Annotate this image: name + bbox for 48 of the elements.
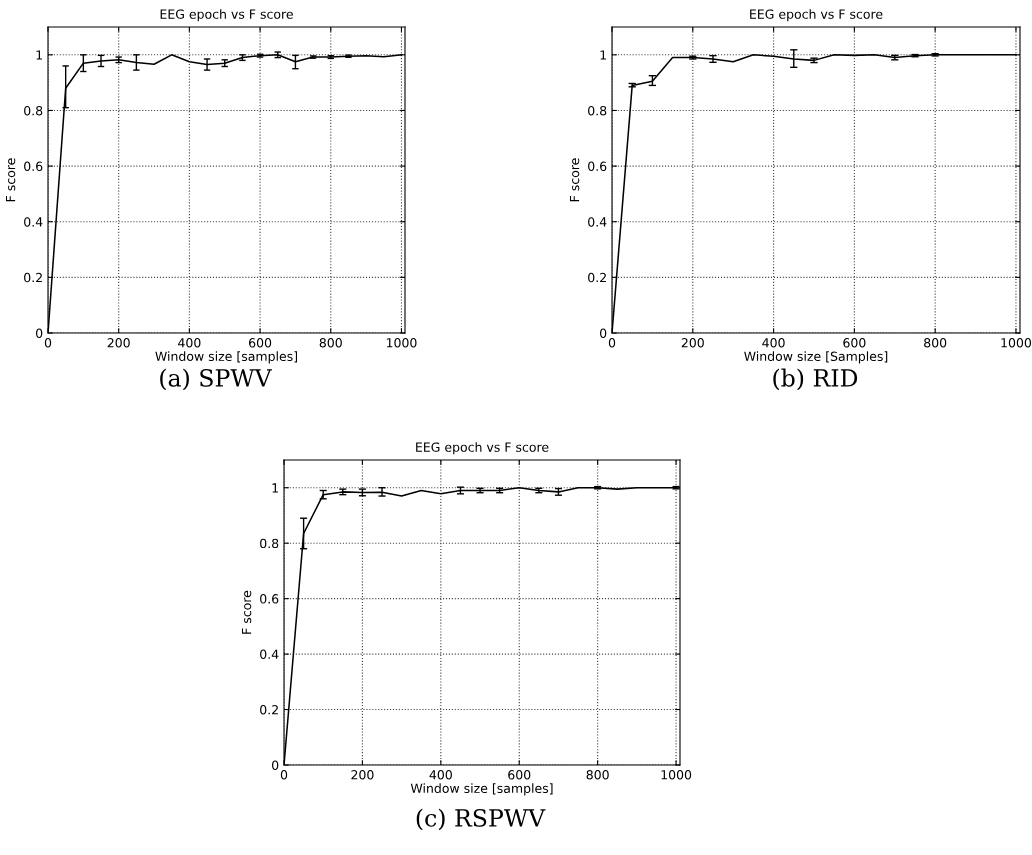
y-tick-label: 1 [600,50,606,60]
y-tick-label: 1 [272,483,278,493]
y-tick-label: 0.4 [24,217,43,227]
y-tick-label: 0.4 [588,217,607,227]
x-tick-label: 0 [608,338,616,348]
text: (b) RID [773,368,858,391]
y-tick-label: 0.2 [588,272,606,283]
x-tick-label: 600 [843,338,866,348]
x-axis-title: Window size [samples] [410,783,553,796]
y-tick-label: 0 [272,760,279,770]
x-tick-label: 0 [44,338,52,348]
x-tick-label: 800 [319,338,342,348]
y-tick-label: 0.2 [24,272,42,283]
x-tick-label: 400 [762,338,785,348]
x-tick-label: 400 [178,338,201,348]
y-axis-title: F score [241,590,252,634]
text: (a) SPWV [160,368,273,391]
x-tick-label: 200 [681,338,704,348]
y-tick-label: 0.6 [24,161,43,172]
chart-title: EEG epoch vs F score [160,9,293,22]
x-tick-label: 200 [107,338,130,348]
y-tick-label: 0.2 [260,705,278,715]
chart-title: EEG epoch vs F score [416,442,549,455]
y-tick-label: 0.8 [260,538,279,549]
y-tick-label: 0.8 [24,105,43,116]
x-axis-title: Window size [Samples] [744,351,888,364]
x-tick-label: 1000 [386,338,417,348]
x-tick-label: 1000 [661,770,692,780]
y-tick-label: 0.8 [588,105,607,116]
x-tick-label: 1000 [1001,338,1032,348]
y-tick-label: 0.6 [588,161,607,172]
y-axis-title: F score [569,158,580,202]
y-tick-label: 0.4 [260,649,279,660]
text: (c) RSPWV [416,808,546,831]
y-tick-label: 1 [36,50,42,60]
y-tick-label: 0.6 [260,594,279,604]
y-tick-label: 0 [36,328,43,338]
x-tick-label: 600 [249,338,272,348]
x-tick-label: 400 [429,770,452,780]
y-tick-label: 0 [600,328,607,338]
chart-title: EEG epoch vs F score [750,9,883,22]
y-axis-title: F score [5,158,16,202]
x-axis-title: Window size [samples] [155,351,298,364]
x-tick-label: 600 [508,770,531,780]
x-tick-label: 200 [351,770,374,780]
x-tick-label: 800 [586,770,609,780]
x-tick-label: 800 [924,338,947,348]
x-tick-label: 0 [280,770,288,780]
